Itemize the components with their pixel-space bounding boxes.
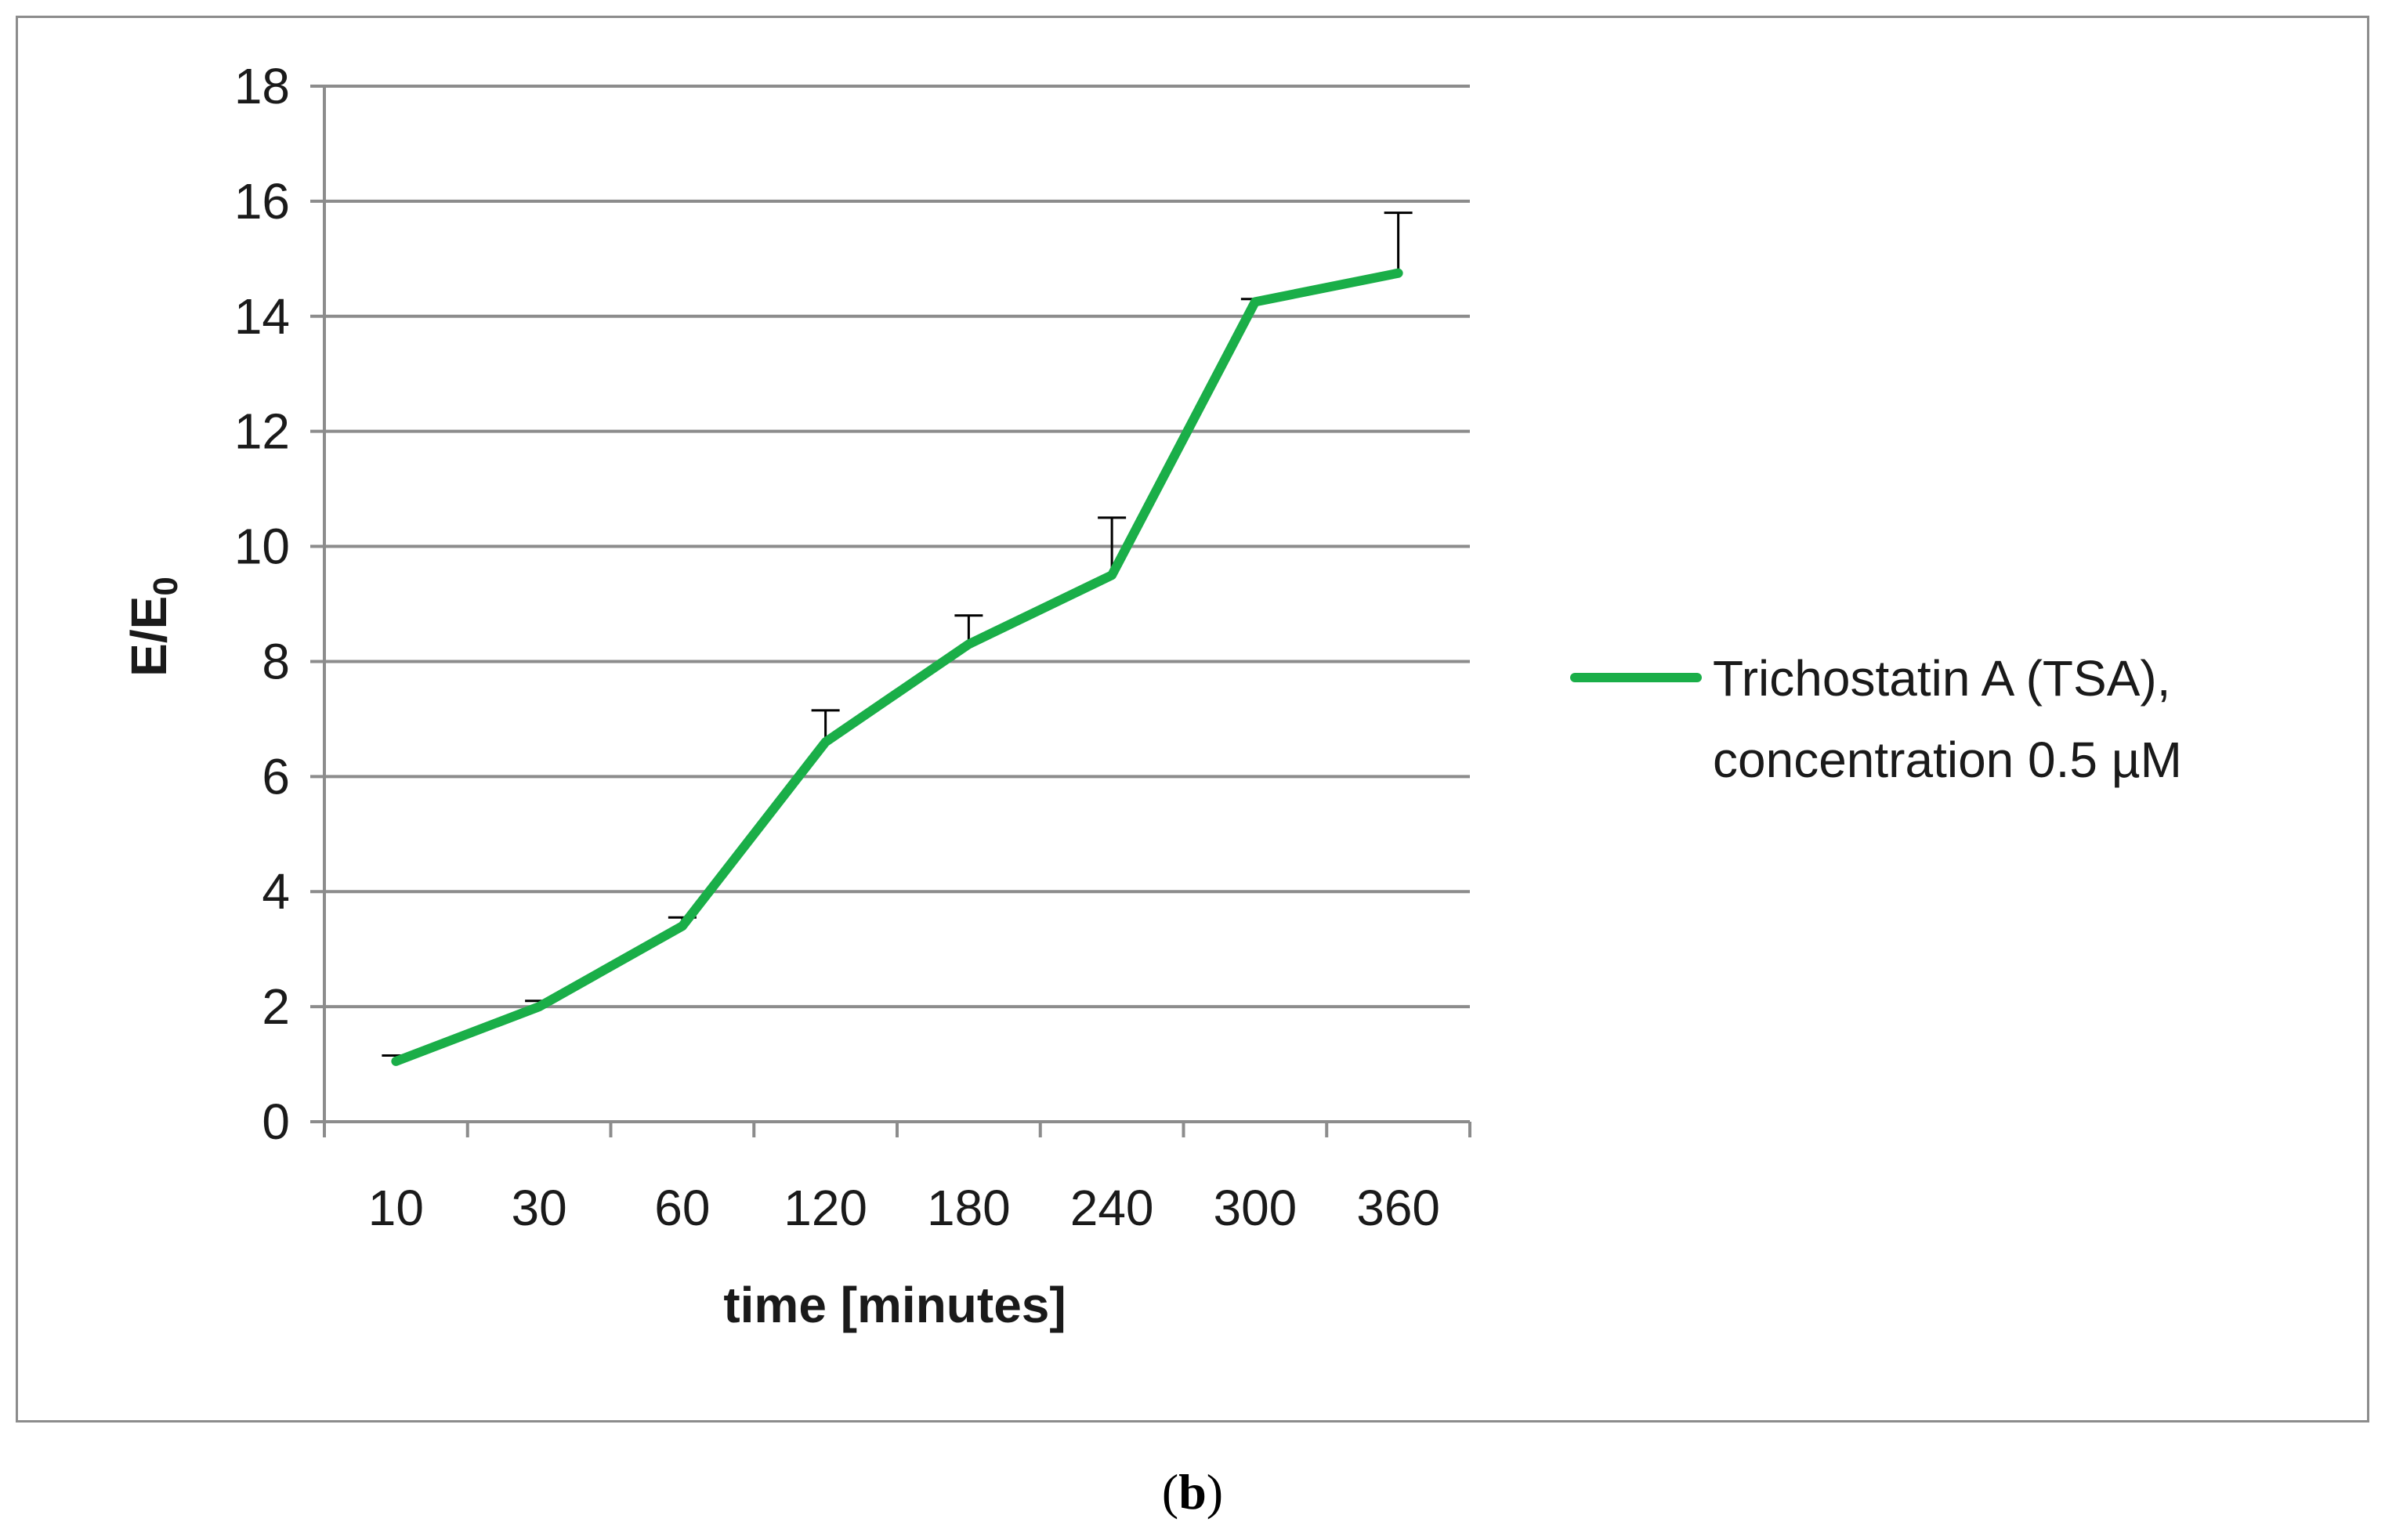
data-point [968, 643, 970, 645]
data-point [1254, 301, 1256, 303]
tick-labels: 0 2 4 6 8 10 12 14 16 18 10 30 60 120 180 240 300 360 [234, 58, 1440, 1236]
x-tick-label: 240 [1070, 1180, 1154, 1236]
y-tick-label: 18 [234, 58, 290, 114]
y-tick-label: 4 [262, 863, 290, 920]
legend-label-line-1: Trichostatin A (TSA), [1713, 650, 2170, 707]
panel-label-close: ) [1206, 1464, 1224, 1520]
error-bars [382, 211, 1413, 1061]
y-axis-title-main: E/E [121, 596, 177, 677]
y-tick-label: 16 [234, 173, 290, 230]
y-tick-label: 10 [234, 519, 290, 575]
panel-label: (b) [0, 1463, 2385, 1521]
x-tick-label: 30 [512, 1180, 567, 1236]
x-tick-label: 120 [784, 1180, 867, 1236]
y-tick-label: 6 [262, 748, 290, 804]
legend: Trichostatin A (TSA), concentration 0.5 … [1570, 650, 2182, 788]
y-tick-label: 0 [262, 1094, 290, 1150]
y-tick-label: 14 [234, 288, 290, 345]
panel-label-letter: b [1178, 1464, 1207, 1520]
x-tick-label: 10 [368, 1180, 424, 1236]
data-point [1397, 272, 1399, 274]
data-point [824, 741, 827, 743]
axes [310, 85, 1471, 1137]
data-point [395, 1060, 397, 1062]
figure-frame [16, 16, 2369, 1423]
legend-label-line-2: concentration 0.5 µM [1713, 732, 2182, 788]
data-point [538, 1006, 541, 1008]
gridlines [324, 85, 1470, 1009]
y-axis-title-subscript: 0 [147, 577, 185, 595]
x-tick-label: 360 [1356, 1180, 1440, 1236]
panel-label-open: ( [1161, 1464, 1179, 1520]
x-tick-label: 300 [1213, 1180, 1297, 1236]
y-tick-label: 2 [262, 978, 290, 1035]
x-axis-title: time [minutes] [723, 1277, 1066, 1333]
y-tick-label: 12 [234, 403, 290, 460]
x-tick-label: 60 [654, 1180, 710, 1236]
y-tick-label: 8 [262, 633, 290, 689]
series-line [391, 268, 1403, 1066]
series-layer [391, 268, 1403, 1066]
data-point [681, 925, 683, 927]
x-tick-label: 180 [927, 1180, 1011, 1236]
data-point [1111, 574, 1113, 577]
y-axis-title: E/E0 [121, 577, 185, 677]
